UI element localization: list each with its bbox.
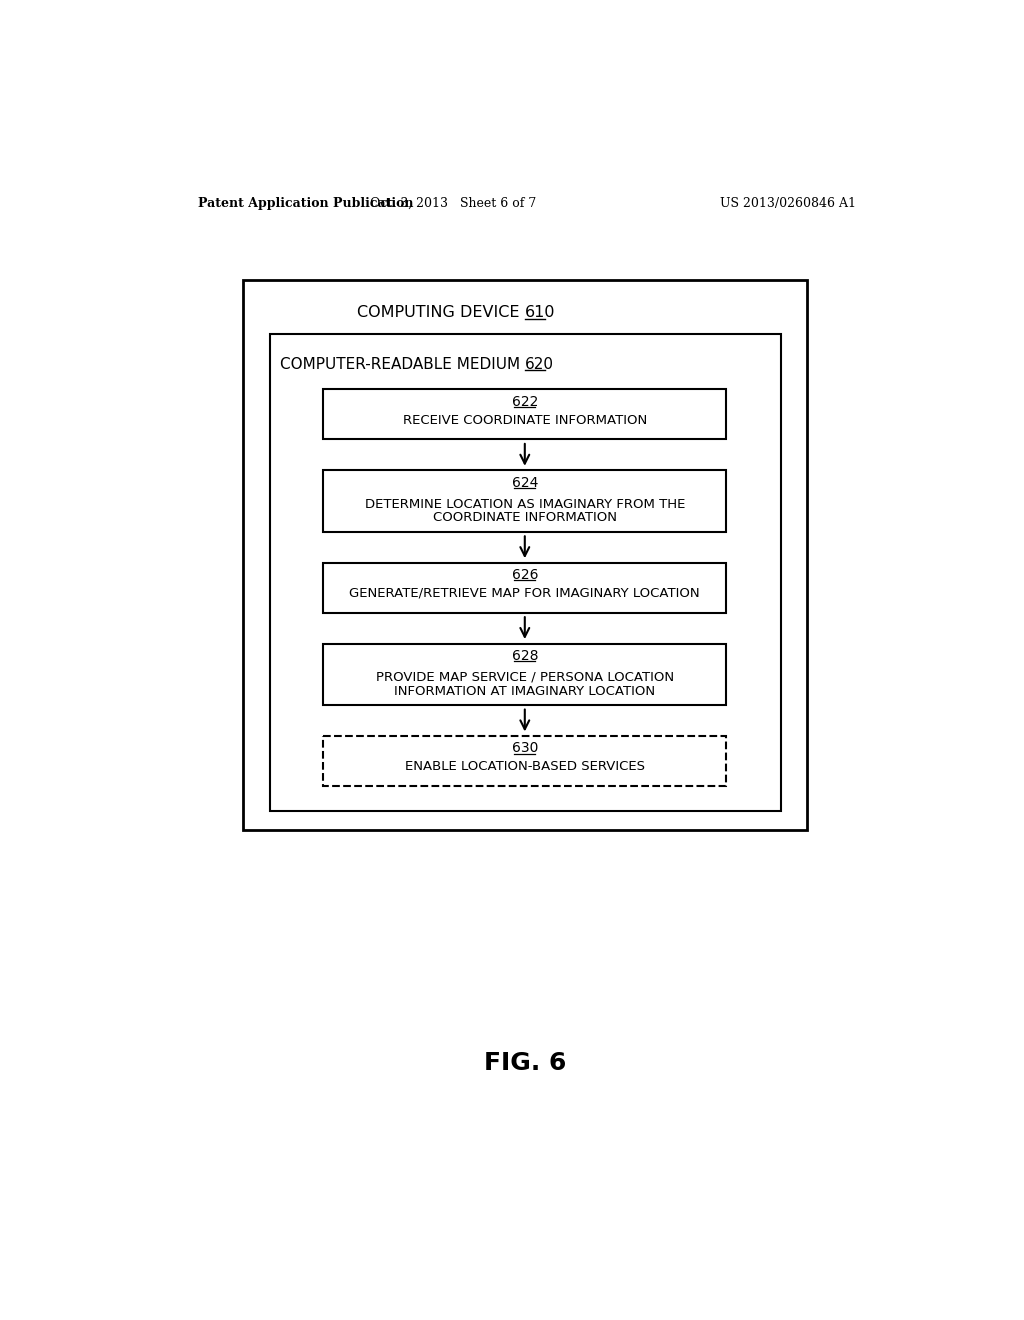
Text: 626: 626 — [512, 568, 538, 582]
Text: DETERMINE LOCATION AS IMAGINARY FROM THE: DETERMINE LOCATION AS IMAGINARY FROM THE — [365, 498, 685, 511]
Text: FIG. 6: FIG. 6 — [483, 1051, 566, 1076]
Text: 628: 628 — [512, 649, 538, 663]
Text: Oct. 3, 2013   Sheet 6 of 7: Oct. 3, 2013 Sheet 6 of 7 — [371, 197, 537, 210]
FancyBboxPatch shape — [243, 280, 807, 830]
Text: COORDINATE INFORMATION: COORDINATE INFORMATION — [433, 511, 616, 524]
Text: ENABLE LOCATION-BASED SERVICES: ENABLE LOCATION-BASED SERVICES — [404, 760, 645, 774]
Text: US 2013/0260846 A1: US 2013/0260846 A1 — [721, 197, 856, 210]
FancyBboxPatch shape — [324, 562, 726, 612]
FancyBboxPatch shape — [324, 389, 726, 440]
FancyBboxPatch shape — [324, 470, 726, 532]
Text: Patent Application Publication: Patent Application Publication — [198, 197, 414, 210]
Text: 620: 620 — [524, 358, 554, 372]
Text: GENERATE/RETRIEVE MAP FOR IMAGINARY LOCATION: GENERATE/RETRIEVE MAP FOR IMAGINARY LOCA… — [349, 587, 700, 601]
Text: 624: 624 — [512, 475, 538, 490]
Text: 610: 610 — [524, 305, 555, 319]
Text: COMPUTER-READABLE MEDIUM: COMPUTER-READABLE MEDIUM — [280, 358, 524, 372]
Text: RECEIVE COORDINATE INFORMATION: RECEIVE COORDINATE INFORMATION — [402, 413, 647, 426]
FancyBboxPatch shape — [270, 334, 781, 812]
FancyBboxPatch shape — [324, 644, 726, 705]
Text: COMPUTING DEVICE: COMPUTING DEVICE — [357, 305, 524, 319]
Text: 630: 630 — [512, 742, 538, 755]
Text: 622: 622 — [512, 395, 538, 409]
FancyBboxPatch shape — [324, 737, 726, 785]
Text: PROVIDE MAP SERVICE / PERSONA LOCATION: PROVIDE MAP SERVICE / PERSONA LOCATION — [376, 671, 674, 684]
Text: INFORMATION AT IMAGINARY LOCATION: INFORMATION AT IMAGINARY LOCATION — [394, 685, 655, 698]
